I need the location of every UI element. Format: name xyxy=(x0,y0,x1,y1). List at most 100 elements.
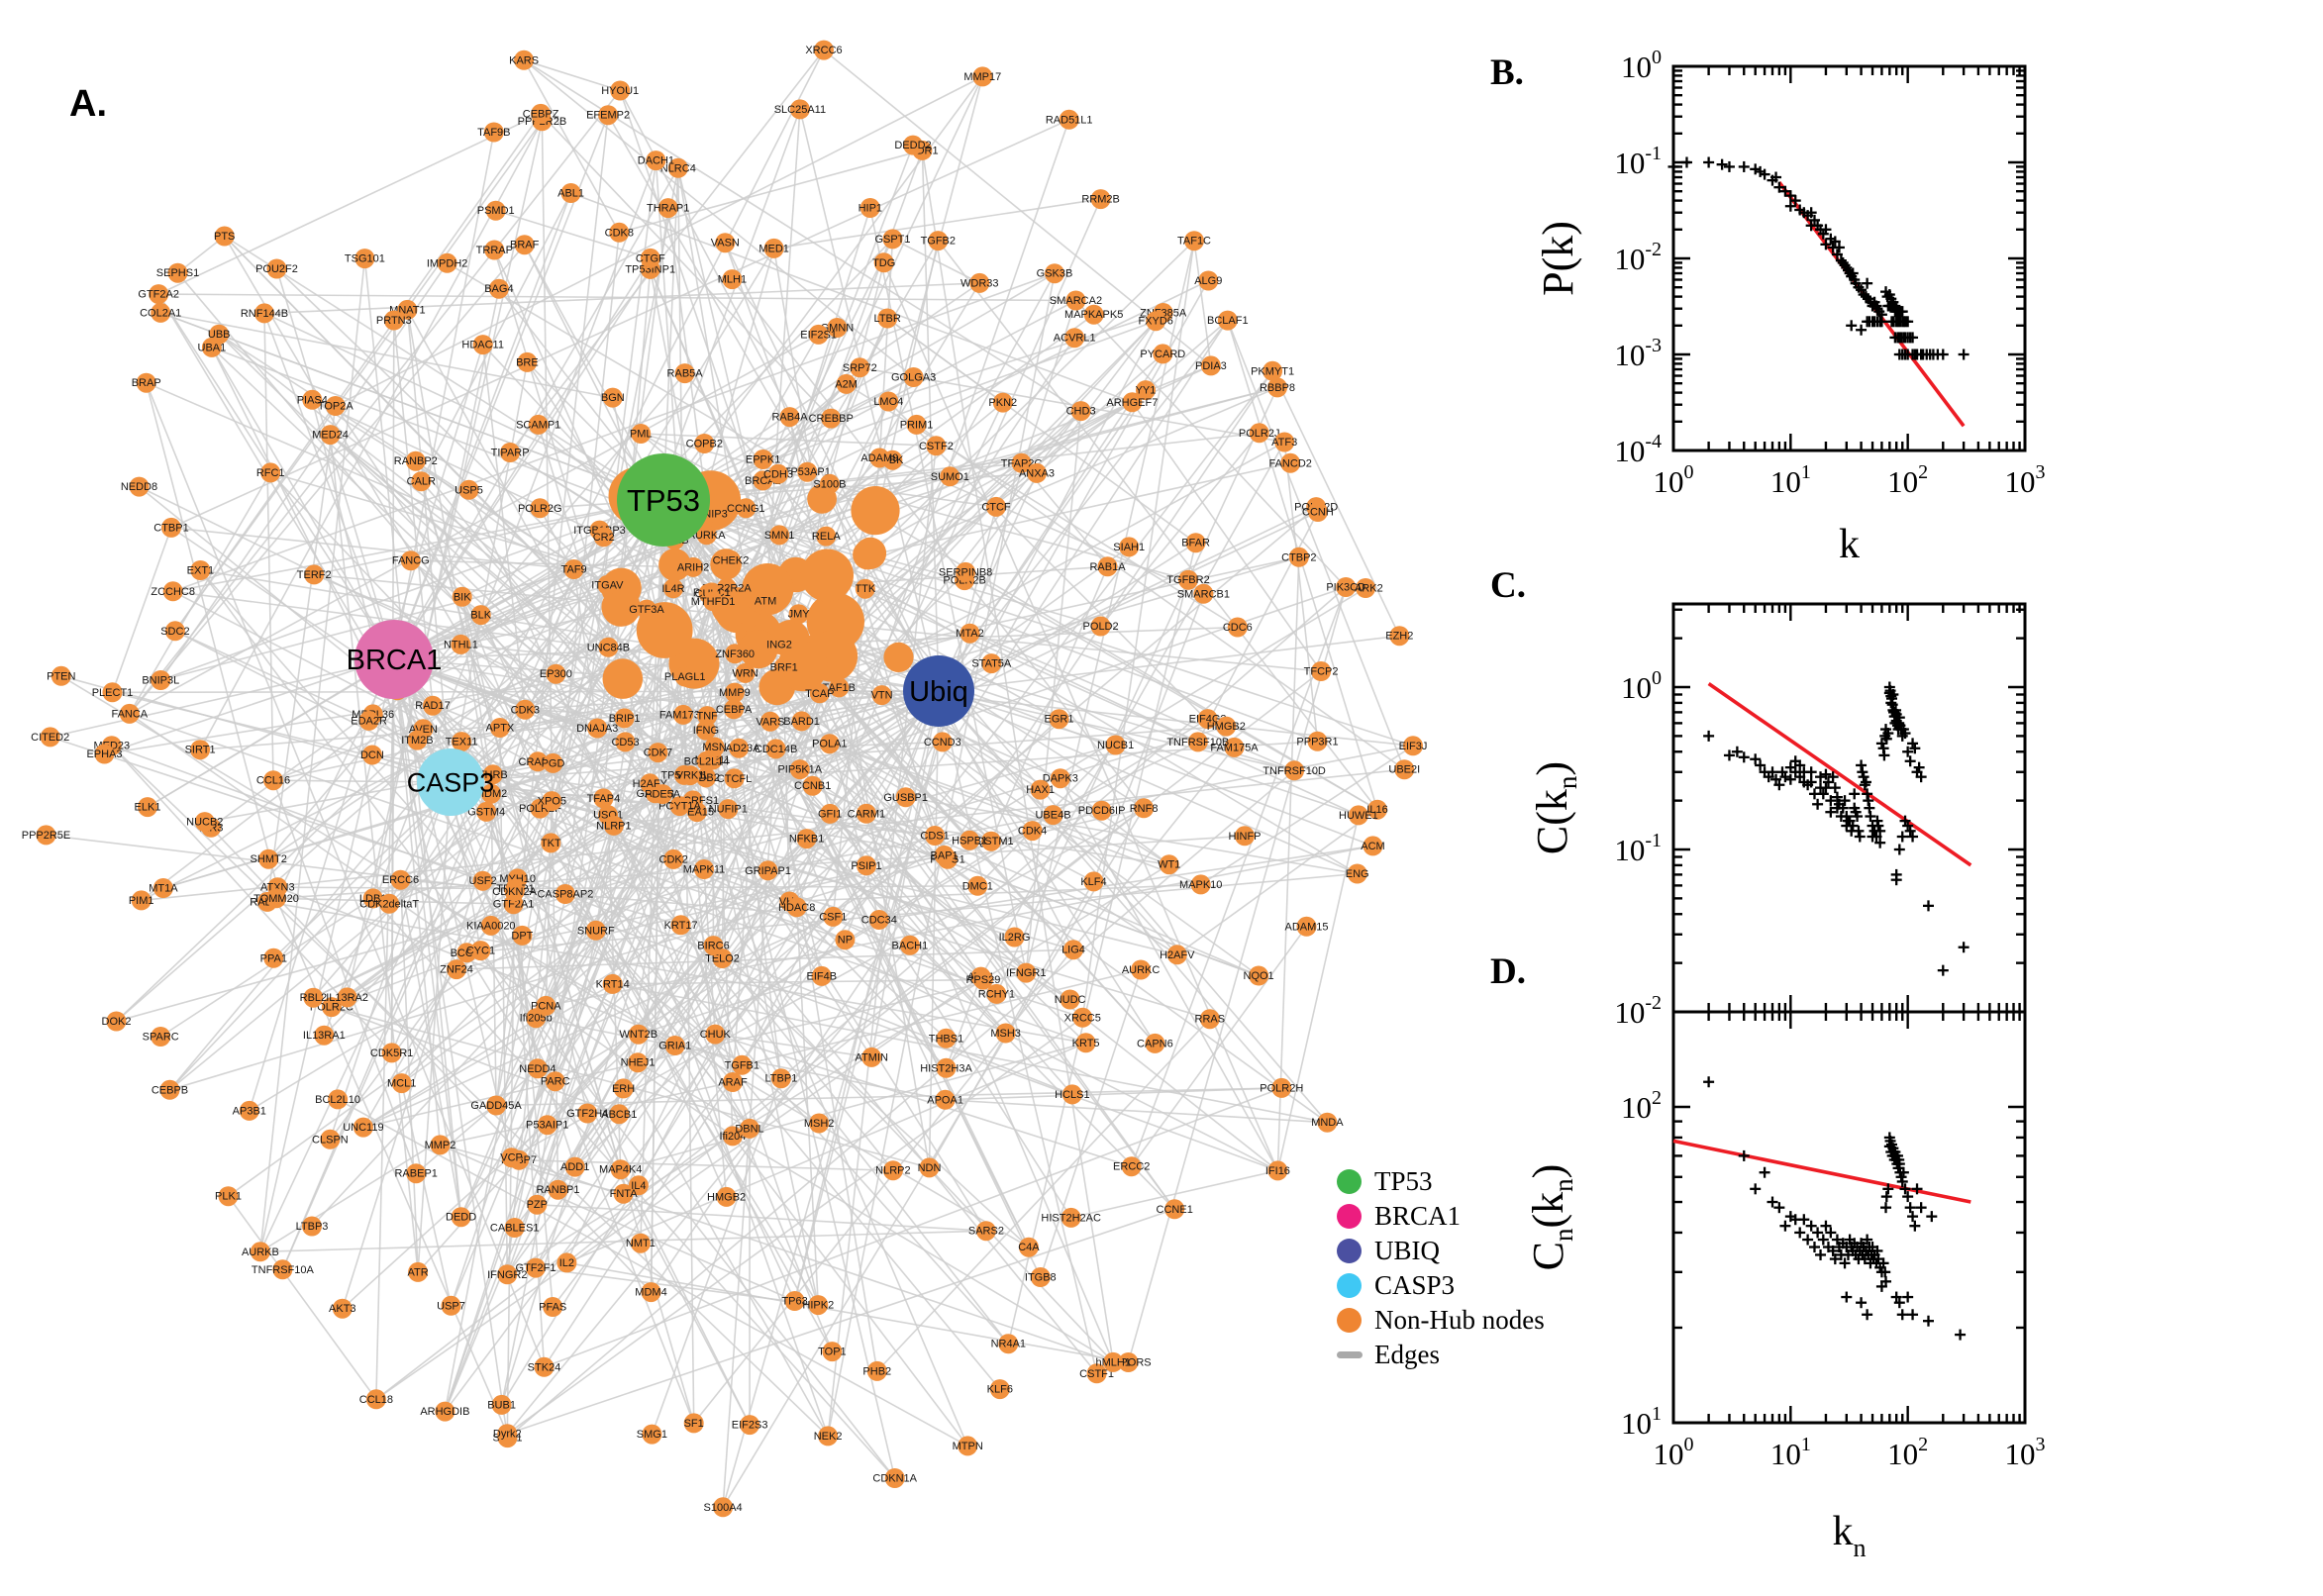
network-node[interactable]: ALG9 xyxy=(1194,270,1222,291)
network-node[interactable]: MED1 xyxy=(758,238,789,258)
network-node[interactable]: CCNB1 xyxy=(794,775,831,796)
network-node[interactable]: CTBP1 xyxy=(153,517,189,538)
network-node[interactable]: MSH3 xyxy=(990,1023,1021,1044)
network-node[interactable]: ERCC2 xyxy=(1113,1156,1150,1177)
network-node[interactable]: RBBP8 xyxy=(1260,377,1295,398)
network-node[interactable]: CCNE1 xyxy=(1157,1199,1193,1220)
network-node[interactable]: GSTM4 xyxy=(467,801,505,822)
network-node[interactable]: AURKB xyxy=(242,1242,279,1262)
network-node[interactable]: RFC1 xyxy=(256,462,285,483)
network-node[interactable]: YY1 xyxy=(1136,380,1157,401)
network-node[interactable]: TNFRSF10D xyxy=(1262,760,1326,781)
network-node[interactable]: PSMD1 xyxy=(477,200,515,221)
network-node[interactable]: GTF2H4 xyxy=(566,1103,608,1124)
network-node[interactable]: RAB1A xyxy=(1089,556,1126,577)
network-node[interactable]: ATR xyxy=(408,1261,429,1282)
network-node[interactable]: KLF4 xyxy=(1080,871,1107,892)
network-node[interactable]: RAD51L1 xyxy=(1046,109,1093,130)
network-node[interactable]: TERF2 xyxy=(297,564,332,585)
network-node[interactable]: CSTF2 xyxy=(919,436,954,456)
network-node[interactable]: SMARCA2 xyxy=(1050,290,1102,311)
network-node[interactable]: RCHY1 xyxy=(978,983,1015,1004)
network-node[interactable]: XPO5 xyxy=(538,791,566,812)
network-node[interactable]: CCND3 xyxy=(924,732,961,752)
network-node[interactable]: CLSPN xyxy=(312,1129,349,1149)
network-node[interactable]: MSH2 xyxy=(804,1113,835,1134)
network-node[interactable]: JMY xyxy=(788,604,811,625)
network-node[interactable]: TP63 xyxy=(781,1291,808,1311)
network-node[interactable]: BCLAF1 xyxy=(1207,310,1249,331)
network-node[interactable]: NUDC xyxy=(1055,989,1086,1010)
network-node[interactable]: CEBPA xyxy=(716,699,753,720)
network-node[interactable]: WT1 xyxy=(1158,854,1180,875)
network-node[interactable]: NUFIP1 xyxy=(709,799,748,820)
network-node[interactable]: POLR2J xyxy=(1239,423,1280,444)
network-node[interactable]: THRB xyxy=(478,764,508,785)
network-node[interactable]: TNFRSF10A xyxy=(252,1259,315,1280)
network-node[interactable]: CDK5R1 xyxy=(370,1043,413,1063)
network-node[interactable]: RAB4A xyxy=(771,407,808,428)
network-node[interactable]: COPB2 xyxy=(686,434,723,453)
network-node[interactable]: ARIH2 xyxy=(677,556,709,577)
network-node[interactable]: XRCC6 xyxy=(805,40,843,60)
network-node[interactable]: CDC6 xyxy=(1223,617,1253,638)
network-node[interactable]: POLR2H xyxy=(1260,1077,1303,1098)
network-node[interactable]: CHEK2 xyxy=(713,549,750,570)
network-node[interactable]: CARM1 xyxy=(848,803,886,824)
network-node[interactable]: WDR33 xyxy=(960,272,999,293)
network-node[interactable]: ELK1 xyxy=(135,797,161,818)
network-node[interactable]: PLAGL1 xyxy=(664,666,706,687)
network-node[interactable]: FANCA xyxy=(111,703,149,724)
network-node[interactable]: DAPK3 xyxy=(1043,768,1078,789)
network-node[interactable]: BARD1 xyxy=(783,711,820,732)
network-node[interactable]: GSPT1 xyxy=(874,229,911,249)
network-node[interactable]: EZH2 xyxy=(1385,626,1413,647)
network-node[interactable]: CDK3 xyxy=(511,699,540,720)
network-node[interactable]: KLF6 xyxy=(987,1379,1013,1400)
network-node[interactable]: EFEMP2 xyxy=(586,105,630,126)
network-node[interactable]: GTF2A2 xyxy=(138,284,179,305)
network-node[interactable]: EIF4B xyxy=(807,965,838,986)
network-node[interactable]: MNDA xyxy=(1311,1112,1344,1133)
network-node[interactable]: EGR1 xyxy=(1045,709,1074,730)
network-node[interactable]: STAT5A xyxy=(971,653,1012,674)
network-node[interactable]: NR4A1 xyxy=(991,1334,1026,1354)
network-node[interactable]: PPP2R5E xyxy=(22,825,71,846)
network-node[interactable]: ERH xyxy=(612,1078,635,1099)
network-node[interactable]: SMARCB1 xyxy=(1177,583,1230,604)
network-node[interactable]: P53AIP1 xyxy=(526,1115,568,1136)
network-node[interactable]: PIM1 xyxy=(129,890,154,911)
network-node[interactable]: TNFRSF10B xyxy=(1166,732,1229,752)
network-node[interactable]: FANCG xyxy=(392,550,430,571)
network-node[interactable]: MAPK11 xyxy=(683,859,726,879)
network-node[interactable]: HMGB2 xyxy=(707,1186,746,1207)
network-node[interactable]: FANCD2 xyxy=(1268,452,1312,473)
network-node[interactable]: IFI16 xyxy=(1265,1160,1290,1181)
network-node[interactable]: NDN xyxy=(918,1157,942,1178)
network-node[interactable]: CSTF1 xyxy=(1079,1363,1114,1384)
network-node[interactable]: HIST2H3A xyxy=(920,1057,972,1078)
network-node[interactable]: FAM175A xyxy=(1210,737,1259,757)
network-node[interactable]: MAPKAPK5 xyxy=(1064,304,1123,325)
network-node[interactable]: CTBP2 xyxy=(1281,547,1317,567)
network-node[interactable]: AP3B1 xyxy=(233,1100,266,1121)
network-node[interactable]: ATM xyxy=(755,591,776,612)
network-node[interactable]: HIST2H2AC xyxy=(1041,1207,1101,1228)
network-node[interactable]: PKMYT1 xyxy=(1251,360,1294,381)
network-node[interactable]: CTCF xyxy=(981,496,1011,517)
network-node[interactable]: IL2 xyxy=(556,1252,577,1273)
network-node[interactable]: UBE2I xyxy=(1388,759,1420,780)
network-node[interactable]: TSG101 xyxy=(345,249,385,269)
network-node[interactable]: MAPK10 xyxy=(1179,874,1222,895)
network-node[interactable]: ATF3 xyxy=(1271,432,1297,452)
network-node[interactable]: TOP1 xyxy=(818,1342,847,1362)
network-node[interactable]: LMO4 xyxy=(873,391,903,412)
network-node[interactable]: ERCC6 xyxy=(382,869,419,890)
network-node[interactable]: CDK8 xyxy=(605,222,634,243)
network-node[interactable]: MLH1 xyxy=(718,269,747,290)
network-node[interactable]: USF2 xyxy=(469,870,497,891)
network-node[interactable]: CEBPB xyxy=(152,1079,188,1100)
network-node[interactable]: MTA2 xyxy=(956,623,984,644)
network-node[interactable]: CABLES1 xyxy=(490,1218,540,1238)
network-node[interactable]: EPPK1 xyxy=(746,449,780,469)
